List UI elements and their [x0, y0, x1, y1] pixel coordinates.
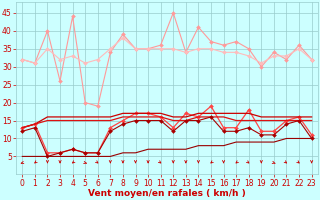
- X-axis label: Vent moyen/en rafales ( km/h ): Vent moyen/en rafales ( km/h ): [88, 189, 246, 198]
